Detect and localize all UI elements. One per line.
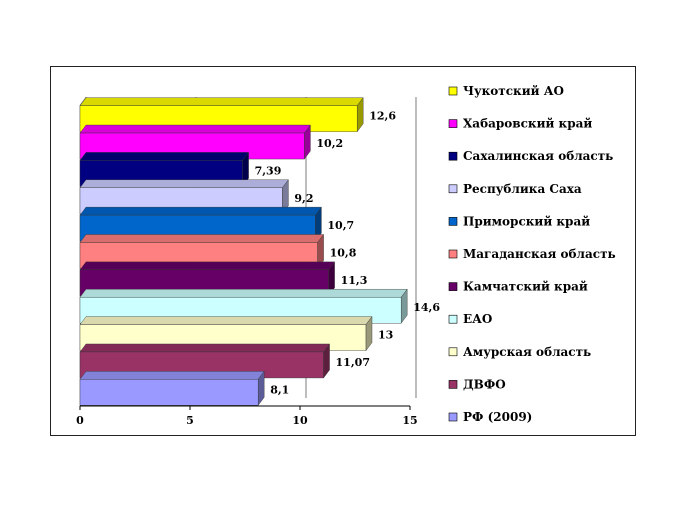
data-label: 10,7 xyxy=(327,219,354,232)
bar-top-face xyxy=(79,124,311,134)
legend-label: ЕАО xyxy=(463,312,492,326)
bar-top-face xyxy=(79,179,289,188)
data-label: 10,8 xyxy=(330,247,357,260)
bar-top-face xyxy=(79,316,373,325)
x-tick-label: 0 xyxy=(76,414,84,427)
bar-top-face xyxy=(79,152,249,161)
data-label: 13 xyxy=(378,329,393,342)
legend-swatch xyxy=(448,282,458,291)
bar-side-face xyxy=(328,261,335,297)
x-tick-label: 5 xyxy=(186,414,194,427)
bar-top-face xyxy=(79,234,325,243)
legend-label: Магаданская область xyxy=(463,247,616,261)
data-label: 8,1 xyxy=(270,383,289,396)
bar-top-face xyxy=(79,261,336,271)
legend-label: Амурская область xyxy=(463,345,591,359)
chart-frame: 0 5 10 15 12,6 10,2 7,39 9,2 10,7 10,8 11,3 14,6 13 1… xyxy=(50,66,636,436)
data-label: 12,6 xyxy=(369,110,396,123)
bar-side-face xyxy=(282,179,289,215)
legend-swatch xyxy=(448,86,458,96)
x-tick-label: 15 xyxy=(402,414,417,427)
bar-side-face xyxy=(365,315,373,352)
bar-top-face xyxy=(79,371,265,380)
legend-label: ДВФО xyxy=(463,377,506,391)
legend-label: Республика Саха xyxy=(463,182,582,196)
bar-side-face xyxy=(315,206,322,242)
legend-label: Камчатский край xyxy=(463,280,588,294)
legend-swatch xyxy=(448,347,458,357)
legend-swatch xyxy=(448,151,458,161)
bar-side-face xyxy=(357,97,364,133)
legend-swatch xyxy=(448,314,458,324)
bar-chart: 0 5 10 15 12,6 10,2 7,39 9,2 10,7 10,8 11,3 14,6 13 1… xyxy=(76,84,616,427)
x-tick-label: 10 xyxy=(292,414,308,427)
legend-label: Хабаровский край xyxy=(463,117,592,131)
bar-side-face xyxy=(257,370,265,406)
bar-side-face xyxy=(242,151,249,188)
bar-side-face xyxy=(317,233,324,270)
legend-swatch xyxy=(448,119,458,128)
data-label: 10,2 xyxy=(316,137,343,150)
legend-label: Сахалинская область xyxy=(463,149,613,163)
legend-swatch xyxy=(448,184,458,194)
legend-swatch xyxy=(448,249,458,259)
legend-swatch xyxy=(448,412,458,422)
data-label: 14,6 xyxy=(413,301,440,314)
data-label: 11,07 xyxy=(336,356,370,369)
legend-swatch xyxy=(448,217,458,226)
bar-side-face xyxy=(304,124,311,160)
legend-label: РФ (2009) xyxy=(463,410,532,424)
bar-side-face xyxy=(401,288,408,324)
data-label: 9,2 xyxy=(294,192,313,205)
data-label: 11,3 xyxy=(341,274,368,287)
bar-top-face xyxy=(79,97,364,106)
bar-top-face xyxy=(79,289,408,298)
legend-label: Чукотский АО xyxy=(463,84,564,98)
legend-label: Приморский край xyxy=(463,214,590,228)
bar-side-face xyxy=(323,343,330,379)
bar-top-face xyxy=(79,206,322,216)
bar-top-face xyxy=(79,343,330,353)
bar xyxy=(79,379,259,406)
legend-swatch xyxy=(448,380,458,389)
data-label: 7,39 xyxy=(255,164,282,177)
